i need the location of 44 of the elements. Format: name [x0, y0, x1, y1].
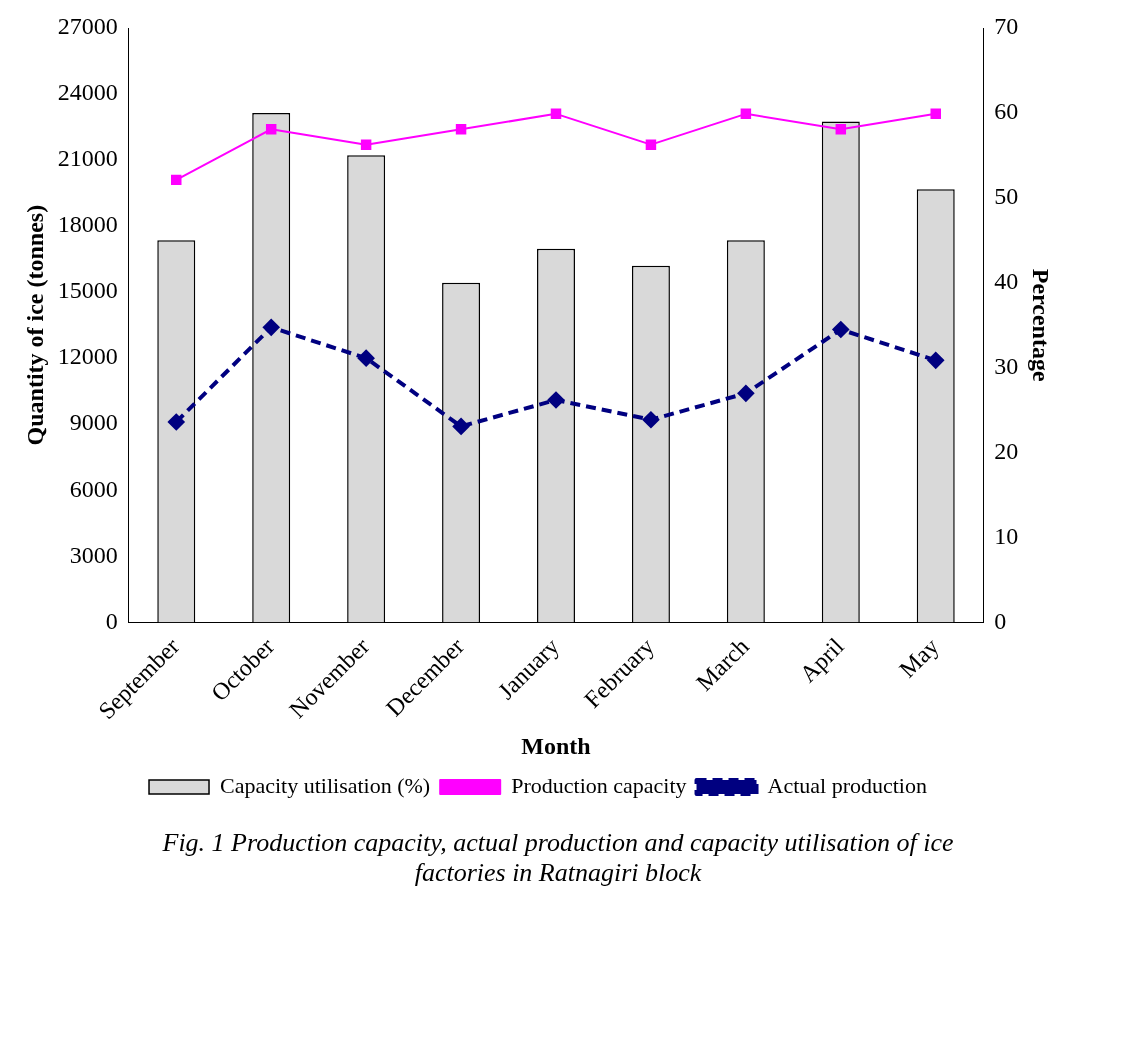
point: [642, 411, 659, 428]
y-tick-label: 3000: [69, 541, 118, 568]
text: Fig. 1 Production capacity, actual production and capacity utilisation of ice factories in Ratnagiri block: [161, 828, 955, 888]
y2-tick-label: 70: [994, 13, 1019, 40]
y2-tick-label: 0: [994, 607, 1007, 634]
y-tick-label: 18000: [57, 211, 118, 238]
y2-axis-title: Percentage: [1028, 268, 1055, 382]
legend-label: Production capacity: [511, 772, 687, 798]
point: [550, 108, 562, 120]
y-tick-label: 9000: [69, 409, 118, 436]
point: [835, 124, 847, 135]
y-tick-label: 12000: [57, 343, 118, 370]
point: [265, 124, 277, 135]
point: [930, 108, 941, 120]
point: [737, 385, 754, 402]
point: [358, 350, 375, 367]
point: [263, 319, 280, 336]
point: [168, 413, 185, 430]
y-tick-label: 27000: [57, 13, 118, 40]
y2-tick-label: 60: [994, 98, 1019, 125]
x-tick-label: May: [894, 633, 944, 683]
y-tick-label: 21000: [57, 145, 118, 172]
y-tick-label: 15000: [57, 277, 118, 304]
point: [832, 321, 849, 338]
point: [171, 174, 182, 186]
y2-tick-label: 20: [994, 437, 1019, 464]
point: [453, 418, 470, 435]
y-tick-label: 0: [105, 607, 118, 634]
legend-label: Capacity utilisation (%): [220, 772, 431, 798]
point: [455, 124, 467, 135]
y-tick-label: 24000: [57, 79, 118, 106]
y2-tick-label: 50: [994, 183, 1019, 210]
point: [548, 391, 564, 408]
y-tick-label: 6000: [69, 475, 118, 502]
point: [645, 139, 657, 150]
y2-tick-label: 10: [994, 522, 1019, 549]
y-axis-title: Quantity of ice (tonnes): [21, 204, 48, 446]
y2-tick-label: 40: [994, 267, 1019, 294]
point: [740, 108, 752, 120]
y2-tick-label: 30: [994, 352, 1019, 379]
x-axis-title: Month: [521, 732, 591, 759]
point: [360, 139, 372, 150]
point: [927, 352, 944, 369]
legend-label: Actual production: [767, 772, 927, 798]
